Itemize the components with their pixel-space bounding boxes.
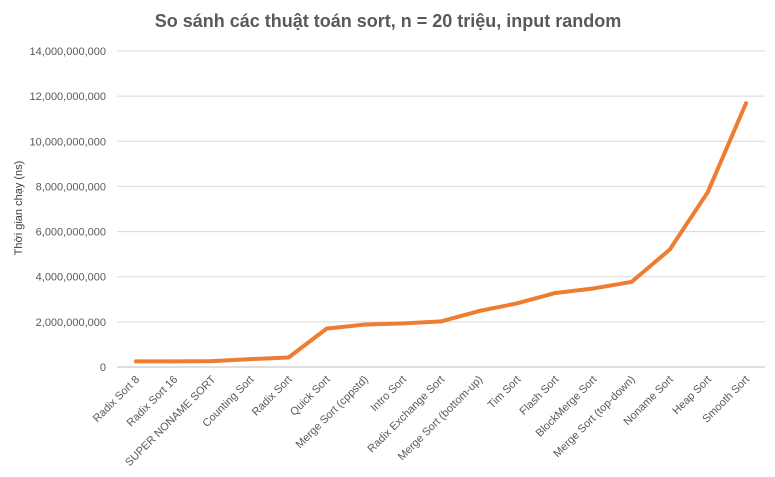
data-point — [324, 326, 329, 331]
series-layer — [134, 101, 748, 364]
data-point — [477, 309, 482, 314]
y-tick-label: 8,000,000,000 — [36, 181, 106, 193]
gridlines — [117, 50, 765, 368]
data-point — [743, 101, 748, 106]
y-tick-label: 10,000,000,000 — [30, 136, 106, 148]
data-point — [400, 321, 405, 326]
y-tick-label: 0 — [100, 362, 106, 374]
data-point — [439, 319, 443, 324]
x-tick-label: Tim Sort — [486, 374, 524, 412]
data-point — [705, 190, 710, 195]
data-point — [286, 355, 291, 360]
x-tick-label: Merge Sort (cppstd) — [294, 374, 371, 451]
y-axis-label: Thời gian chạy (ns) — [13, 161, 25, 256]
data-point — [553, 290, 558, 295]
data-point — [134, 359, 139, 364]
data-point — [515, 301, 520, 306]
chart-title: So sánh các thuật toán sort, n = 20 triệ… — [155, 11, 622, 31]
data-point — [172, 359, 177, 364]
y-tick-label: 4,000,000,000 — [36, 272, 106, 284]
y-tick-label: 6,000,000,000 — [36, 227, 106, 239]
y-tick-label: 14,000,000,000 — [30, 46, 106, 58]
data-point — [591, 286, 596, 291]
y-axis-ticks: 0 2,000,000,000 4,000,000,000 6,000,000,000… — [30, 46, 106, 374]
data-point — [248, 357, 253, 362]
data-point — [629, 279, 634, 284]
data-point — [362, 322, 367, 327]
data-point — [210, 359, 215, 364]
y-tick-label: 2,000,000,000 — [36, 317, 106, 329]
y-tick-label: 12,000,000,000 — [30, 91, 106, 103]
x-tick-label: Radix Sort — [250, 374, 295, 419]
data-point — [667, 247, 672, 252]
